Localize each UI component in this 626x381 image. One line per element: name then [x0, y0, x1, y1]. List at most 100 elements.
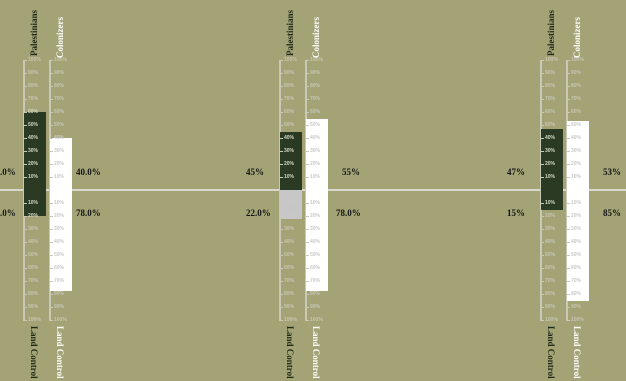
- group-2-colonizers-lower-bar: [306, 190, 328, 292]
- group-1-colonizers-tick-upper: [49, 112, 53, 113]
- group-2-colonizers-tick-label: 40%: [310, 239, 321, 245]
- group-2-palestinians-tick-lower: [279, 268, 283, 269]
- group-3-colonizers-tick-lower: [566, 203, 570, 204]
- group-1-colonizers-tick-lower: [49, 229, 53, 230]
- group-3-palestinians-tick-label: 80%: [545, 83, 556, 89]
- group-1-colonizers-tick-upper: [49, 99, 53, 100]
- group-2-palestinians-tick-lower: [279, 242, 283, 243]
- group-2-palestinians-tick-label: 10%: [284, 174, 295, 180]
- group-1-palestinians-tick-lower: [23, 203, 27, 204]
- group-1-colonizers-tick-upper: [49, 86, 53, 87]
- group-2-colonizers-tick-label: 20%: [310, 213, 321, 219]
- group-2-palestinians-tick-lower: [279, 307, 283, 308]
- group-2-colonizers-tick-label: 50%: [310, 252, 321, 258]
- group-2-palestinians-pct-lower: 22.0%: [246, 208, 271, 218]
- group-3-palestinians-tick-label: 30%: [545, 226, 556, 232]
- group-3-colonizers-tick-label: 20%: [571, 161, 582, 167]
- group-1-colonizers-tick-label: 40%: [54, 239, 65, 245]
- group-1-palestinians-tick-lower: [23, 294, 27, 295]
- group-2-palestinians-tick-upper: [279, 60, 283, 61]
- group-2-colonizers-tick-lower: [305, 203, 309, 204]
- group-2-palestinians-tick-upper: [279, 73, 283, 74]
- group-3-palestinians-tick-upper: [540, 99, 544, 100]
- group-3-palestinians-tick-label: 60%: [545, 265, 556, 271]
- group-1-palestinians-tick-upper: [23, 99, 27, 100]
- group-2-palestinians-tick-label: 80%: [284, 291, 295, 297]
- group-3-colonizers-tick-label: 10%: [571, 174, 582, 180]
- group-1-colonizers-tick-label: 30%: [54, 226, 65, 232]
- group-1-palestinians-tick-label: 50%: [28, 252, 39, 258]
- group-3-colonizers-tick-label: 20%: [571, 213, 582, 219]
- group-3-palestinians-upper-bar: [541, 128, 563, 190]
- group-2-palestinians-tick-lower: [279, 294, 283, 295]
- group-2-palestinians-tick-label: 40%: [284, 135, 295, 141]
- group-3-colonizers-tick-label: 10%: [571, 200, 582, 206]
- group-1-palestinians-tick-label: 80%: [28, 83, 39, 89]
- group-2-palestinians-lower-bar: [280, 190, 302, 219]
- group-3-palestinians-tick-lower: [540, 203, 544, 204]
- group-1-palestinians-tick-upper: [23, 73, 27, 74]
- group-2-colonizers-tick-upper: [305, 151, 309, 152]
- group-3-palestinians-tick-lower: [540, 307, 544, 308]
- group-3-colonizers-tick-label: 90%: [571, 70, 582, 76]
- group-3-colonizers-tick-upper: [566, 151, 570, 152]
- group-3-palestinians-pct-lower: 15%: [507, 208, 525, 218]
- group-3-palestinians-tick-label: 20%: [545, 213, 556, 219]
- group-1-colonizers-tick-lower: [49, 242, 53, 243]
- group-2-colonizers-tick-upper: [305, 86, 309, 87]
- group-1-palestinians-header: Palestinians: [29, 9, 39, 56]
- group-3-palestinians-tick-label: 100%: [545, 57, 558, 63]
- group-1-palestinians-tick-upper: [23, 112, 27, 113]
- group-2-colonizers-tick-label: 30%: [310, 148, 321, 154]
- group-3-colonizers-tick-label: 50%: [571, 122, 582, 128]
- group-1-palestinians-tick-label: 20%: [28, 161, 39, 167]
- group-2-colonizers-tick-label: 80%: [310, 291, 321, 297]
- group-3-colonizers-tick-label: 80%: [571, 83, 582, 89]
- group-1-palestinians-pct-lower: 22.0%: [0, 208, 16, 218]
- group-2-colonizers-tick-upper: [305, 73, 309, 74]
- group-1-palestinians-tick-upper: [23, 151, 27, 152]
- group-1-colonizers-pct-lower: 78.0%: [76, 208, 101, 218]
- group-3-palestinians-tick-lower: [540, 268, 544, 269]
- group-2-palestinians-tick-label: 60%: [284, 265, 295, 271]
- group-1-palestinians-tick-upper: [23, 138, 27, 139]
- group-1-colonizers-tick-label: 80%: [54, 83, 65, 89]
- group-2-palestinians-tick-label: 30%: [284, 148, 295, 154]
- group-3-palestinians-tick-label: 100%: [545, 317, 558, 323]
- group-2-palestinians-tick-label: 40%: [284, 239, 295, 245]
- group-1-colonizers-lower-bar: [50, 190, 72, 292]
- group-2-colonizers-tick-label: 20%: [310, 161, 321, 167]
- group-3-colonizers-tick-label: 100%: [571, 57, 584, 63]
- group-1-colonizers-tick-lower: [49, 268, 53, 269]
- group-1-colonizers-tick-lower: [49, 255, 53, 256]
- group-2-colonizers-tick-label: 70%: [310, 96, 321, 102]
- group-3-colonizers-tick-lower: [566, 255, 570, 256]
- group-3-palestinians-tick-label: 30%: [545, 148, 556, 154]
- group-2-palestinians-tick-label: 100%: [284, 57, 297, 63]
- group-1-palestinians-upper-bar: [24, 112, 46, 190]
- group-2-colonizers-tick-label: 60%: [310, 109, 321, 115]
- group-1-colonizers-tick-lower: [49, 281, 53, 282]
- group-3-colonizers-tick-lower: [566, 268, 570, 269]
- group-3-colonizers-tick-upper: [566, 138, 570, 139]
- group-2-colonizers-upper-bar: [306, 118, 328, 190]
- group-1-colonizers-tick-lower: [49, 320, 53, 321]
- group-1-colonizers-tick-label: 90%: [54, 304, 65, 310]
- group-3-palestinians-pct-upper: 47%: [507, 167, 525, 177]
- group-1-colonizers-tick-upper: [49, 177, 53, 178]
- group-2-colonizers-tick-lower: [305, 255, 309, 256]
- group-1-colonizers-tick-label: 10%: [54, 200, 65, 206]
- group-1-colonizers-pct-upper: 40.0%: [76, 167, 101, 177]
- group-2-colonizers-tick-label: 90%: [310, 304, 321, 310]
- group-1-palestinians-tick-upper: [23, 125, 27, 126]
- group-3-palestinians-tick-label: 80%: [545, 291, 556, 297]
- group-1-palestinians-tick-upper: [23, 164, 27, 165]
- group-1-palestinians-tick-label: 60%: [28, 265, 39, 271]
- group-3-colonizers-tick-upper: [566, 86, 570, 87]
- group-3-colonizers-tick-lower: [566, 229, 570, 230]
- group-2-colonizers-tick-upper: [305, 60, 309, 61]
- group-2-colonizers-tick-upper: [305, 177, 309, 178]
- group-2-colonizers-header: Colonizers: [311, 17, 321, 58]
- group-3-colonizers-tick-label: 30%: [571, 148, 582, 154]
